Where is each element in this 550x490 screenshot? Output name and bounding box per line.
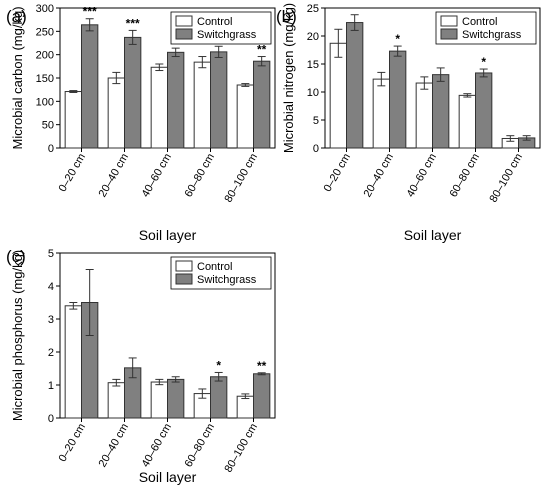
legend-label: Switchgrass: [462, 29, 522, 41]
bar-control: [107, 77, 126, 149]
significance-mark: ***: [83, 5, 97, 19]
panel-c: (c) 0 1 2 3 4 5 Microbial phosphorus (mg/kg) 0–2…: [6, 247, 276, 485]
bar-control: [236, 84, 255, 149]
y-axis-label: Microbial phosphorus (mg/kg): [10, 250, 25, 421]
y-tick-label: 5: [313, 115, 319, 127]
x-tick-label: 80–100 cm: [222, 422, 260, 475]
bar-switchgrass: [432, 74, 450, 149]
legend-swatch: [175, 28, 193, 40]
x-tick-label: 20–40 cm: [362, 152, 397, 200]
bar-switchgrass: [81, 24, 99, 149]
x-axis-label: Soil layer: [404, 227, 462, 243]
significance-mark: *: [481, 55, 486, 69]
bar-switchgrass: [389, 50, 407, 149]
panel-a: (a) 0 50 100 150 200 250 300 Microbial carbon (m…: [6, 3, 276, 243]
x-tick-label: 0–20 cm: [322, 152, 353, 195]
x-axis-label: Soil layer: [139, 469, 197, 485]
significance-mark: *: [395, 32, 400, 46]
bar-control: [150, 66, 169, 149]
bar-control: [64, 91, 83, 149]
panel-label: (c): [6, 247, 26, 266]
significance-mark: **: [257, 359, 267, 373]
bar-control: [64, 305, 83, 419]
bar-control: [415, 82, 434, 149]
x-tick-label: 40–60 cm: [140, 422, 175, 470]
bar-switchgrass: [253, 373, 271, 419]
y-tick-label: 1: [48, 380, 54, 392]
x-tick-label: 40–60 cm: [405, 152, 440, 200]
bar-control: [236, 395, 255, 419]
y-tick-label: 2: [48, 347, 54, 359]
bar-switchgrass: [124, 36, 142, 149]
x-tick-label: 0–20 cm: [57, 152, 88, 195]
y-tick-label: 0: [48, 143, 54, 155]
significance-mark: ***: [126, 16, 140, 30]
bar-switchgrass: [167, 51, 185, 149]
x-tick-label: 40–60 cm: [140, 152, 175, 200]
legend-swatch: [175, 260, 193, 272]
bar-control: [150, 381, 169, 419]
y-tick-label: 50: [42, 120, 54, 132]
x-tick-label: 80–100 cm: [222, 152, 260, 205]
y-tick-label: 250: [36, 26, 54, 38]
x-tick-label: 20–40 cm: [97, 152, 132, 200]
x-tick-label: 60–80 cm: [448, 152, 483, 200]
legend-swatch: [175, 15, 193, 27]
y-tick-label: 20: [307, 31, 319, 43]
y-axis-label: Microbial carbon (mg/kg): [10, 6, 25, 149]
y-tick-label: 4: [48, 281, 54, 293]
y-tick-label: 200: [36, 50, 54, 62]
legend-label: Control: [197, 16, 232, 28]
y-tick-label: 100: [36, 96, 54, 108]
panel-label: (a): [6, 7, 27, 26]
bar-switchgrass: [475, 72, 493, 149]
x-tick-label: 60–80 cm: [183, 152, 218, 200]
bar-control: [329, 42, 348, 149]
significance-mark: **: [257, 43, 267, 57]
y-axis-label: Microbial nitrogen (mg/kg): [281, 3, 296, 153]
y-tick-label: 300: [36, 3, 54, 15]
bar-switchgrass: [253, 60, 271, 149]
significance-mark: *: [216, 358, 221, 372]
y-tick-label: 0: [313, 143, 319, 155]
legend-label: Control: [197, 261, 232, 273]
legend-swatch: [175, 273, 193, 285]
bar-control: [107, 382, 126, 419]
legend-label: Switchgrass: [197, 274, 257, 286]
bar-control: [458, 94, 477, 149]
legend-swatch: [440, 15, 458, 27]
x-axis-label: Soil layer: [139, 227, 197, 243]
legend-swatch: [440, 28, 458, 40]
y-tick-label: 15: [307, 59, 319, 71]
x-tick-label: 60–80 cm: [183, 422, 218, 470]
bar-switchgrass: [210, 376, 228, 419]
panel-label: (b): [276, 7, 297, 26]
bar-control: [193, 61, 212, 149]
legend-label: Control: [462, 16, 497, 28]
x-tick-label: 80–100 cm: [487, 152, 525, 205]
bar-switchgrass: [167, 378, 185, 419]
y-tick-label: 150: [36, 73, 54, 85]
bar-control: [372, 78, 391, 149]
y-tick-label: 10: [307, 87, 319, 99]
y-tick-label: 0: [48, 413, 54, 425]
y-tick-label: 5: [48, 248, 54, 260]
panel-b: (b) 0 5 10 15 20 25 Microbial nitrogen (mg/kg) 0…: [276, 3, 541, 243]
x-tick-label: 20–40 cm: [97, 422, 132, 470]
bar-switchgrass: [346, 22, 364, 149]
bar-switchgrass: [210, 51, 228, 149]
y-tick-label: 25: [307, 3, 319, 15]
x-tick-label: 0–20 cm: [57, 422, 88, 465]
legend-label: Switchgrass: [197, 29, 257, 41]
y-tick-label: 3: [48, 314, 54, 326]
